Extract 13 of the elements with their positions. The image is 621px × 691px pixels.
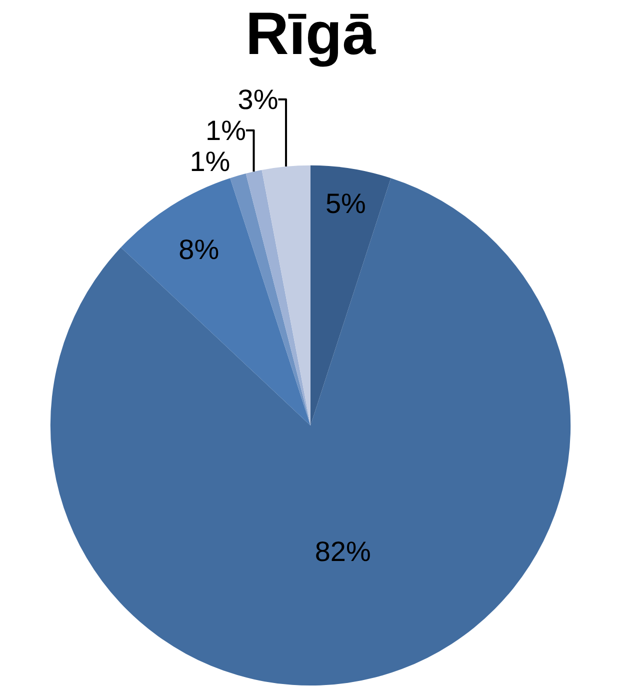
pie-slice xyxy=(230,174,310,426)
pie-slice xyxy=(50,178,570,686)
chart-title: Rīgā xyxy=(245,0,376,67)
pie-slice xyxy=(262,165,310,426)
data-label: 1% xyxy=(206,114,246,146)
pie-slice xyxy=(246,170,310,426)
data-label: 3% xyxy=(238,84,278,115)
data-label: 82% xyxy=(314,536,371,567)
pie-slice xyxy=(310,165,391,426)
data-label: 1% xyxy=(190,146,230,177)
data-label: 8% xyxy=(178,234,220,266)
data-label: 5% xyxy=(325,188,366,219)
pie-slice xyxy=(120,178,310,426)
